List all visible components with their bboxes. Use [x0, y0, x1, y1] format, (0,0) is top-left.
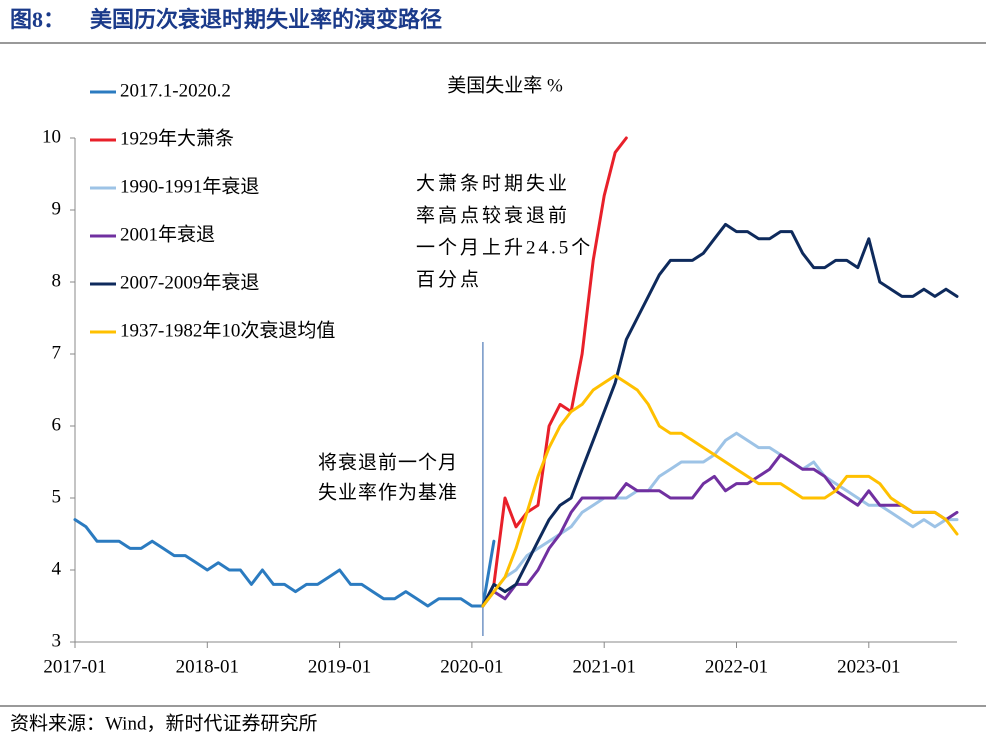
series-line	[481, 453, 959, 608]
x-tick-label: 2018-01	[176, 656, 239, 677]
x-tick-label: 2021-01	[573, 656, 636, 677]
x-tick-label: 2020-01	[440, 656, 503, 677]
annotation: 大萧条时期失业	[416, 172, 570, 194]
series-line	[481, 136, 628, 608]
legend-label: 2017.1-2020.2	[120, 80, 231, 101]
legend-label: 1929年大萧条	[120, 127, 234, 149]
y-tick-label: 4	[52, 558, 62, 579]
legend-label: 1990-1991年衰退	[120, 175, 259, 197]
chart-title: 美国历次衰退时期失业率的演变路径	[90, 7, 442, 32]
y-tick-label: 3	[52, 630, 62, 651]
annotation: 一个月上升24.5个	[416, 236, 593, 258]
figure-label: 图8：	[10, 7, 65, 32]
x-tick-label: 2023-01	[837, 656, 900, 677]
y-tick-label: 5	[52, 486, 62, 507]
y-tick-label: 6	[52, 414, 62, 435]
x-tick-label: 2019-01	[308, 656, 371, 677]
source: 资料来源：Wind，新时代证券研究所	[10, 712, 317, 734]
subtitle: 美国失业率 %	[447, 74, 563, 96]
x-tick-label: 2017-01	[43, 656, 106, 677]
legend-label: 2001年衰退	[120, 223, 215, 245]
series-line	[73, 518, 496, 608]
series-line	[481, 374, 959, 608]
annotation: 将衰退前一个月	[318, 451, 458, 473]
y-tick-label: 9	[52, 198, 62, 219]
annotation: 百分点	[416, 268, 482, 290]
y-tick-label: 8	[52, 270, 62, 291]
x-tick-label: 2022-01	[705, 656, 768, 677]
y-tick-label: 10	[42, 126, 61, 147]
annotation: 失业率作为基准	[318, 481, 458, 503]
annotation: 率高点较衰退前	[416, 204, 570, 226]
legend-label: 1937-1982年10次衰退均值	[120, 319, 335, 341]
series-line	[481, 222, 959, 608]
legend-label: 2007-2009年衰退	[120, 271, 259, 293]
y-tick-label: 7	[52, 342, 62, 363]
